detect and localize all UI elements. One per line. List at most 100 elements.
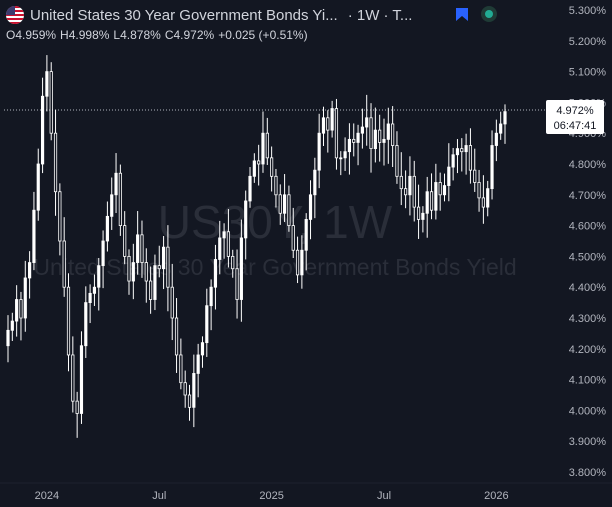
- candle-body: [19, 299, 23, 319]
- candle-body: [222, 231, 226, 239]
- symbol-title[interactable]: United States 30 Year Government Bonds Y…: [30, 6, 338, 24]
- candle-body: [408, 175, 412, 196]
- bookmark-icon[interactable]: [455, 7, 469, 22]
- y-tick-label: 4.300%: [569, 313, 607, 325]
- candle-body: [373, 129, 377, 149]
- candle-body: [399, 175, 403, 190]
- candle-body: [97, 265, 101, 288]
- us-flag-icon: [6, 6, 24, 24]
- candle-body: [231, 255, 235, 270]
- candle-body: [455, 148, 460, 156]
- candle-body: [434, 182, 438, 211]
- candle-body: [179, 354, 183, 384]
- time-axis[interactable]: 2024 Jul 2025 Jul 2026: [0, 482, 612, 502]
- watermark-ticker: US30Y, 1W: [158, 196, 393, 248]
- candle-body: [66, 286, 71, 356]
- candle-body: [49, 71, 53, 134]
- close-value: 4.972%: [173, 28, 215, 42]
- x-tick-label: 2024: [35, 490, 59, 502]
- candle-body: [481, 197, 485, 208]
- interval-label[interactable]: · 1W · T...: [347, 6, 413, 24]
- y-tick-label: 3.900%: [569, 436, 607, 448]
- candle-body: [23, 277, 27, 319]
- candle-body: [239, 237, 243, 300]
- last-price-tag: 4.972% 06:47:41: [546, 100, 604, 134]
- candle-body: [304, 219, 308, 251]
- candle-body: [490, 145, 494, 190]
- candle-body: [136, 234, 140, 263]
- open-value: 4.959%: [15, 28, 57, 42]
- candle-body: [131, 262, 135, 282]
- candle-body: [451, 154, 455, 168]
- candle-body: [123, 225, 127, 257]
- candle-body: [209, 286, 213, 307]
- y-tick-label: 5.100%: [569, 67, 607, 79]
- candle-body: [71, 354, 75, 402]
- candle-body: [283, 194, 287, 214]
- y-tick-label: 4.800%: [569, 159, 607, 171]
- candle-body: [53, 132, 58, 193]
- candle-body: [278, 194, 282, 214]
- high-value: 4.998%: [68, 28, 110, 42]
- y-tick-label: 4.200%: [569, 344, 607, 356]
- candle-body: [416, 206, 421, 220]
- watermark-name: United States 30 Year Government Bonds Y…: [33, 254, 516, 280]
- candle-body: [382, 138, 386, 143]
- candle-body: [442, 185, 447, 196]
- candle-body: [192, 373, 196, 408]
- candle-body: [356, 132, 360, 143]
- candle-body: [32, 209, 36, 263]
- candle-body: [447, 166, 451, 186]
- candle-body: [321, 117, 326, 134]
- candle-body: [486, 188, 490, 208]
- candle-body: [170, 286, 174, 319]
- change-value: +0.025 (+0.51%): [218, 28, 308, 42]
- candle-body: [270, 157, 274, 177]
- candle-body: [257, 160, 261, 165]
- candle-body: [58, 191, 62, 242]
- candle-body: [218, 237, 222, 260]
- symbol-header[interactable]: United States 30 Year Government Bonds Y…: [6, 4, 412, 26]
- x-tick-label: Jul: [152, 490, 166, 502]
- candle-body: [468, 145, 473, 171]
- candle-body: [45, 71, 49, 97]
- candle-body: [79, 345, 84, 414]
- candle-body: [339, 157, 343, 160]
- candle-body: [308, 194, 313, 220]
- candle-body: [92, 286, 97, 294]
- candle-body: [473, 169, 477, 183]
- candle-body: [10, 320, 14, 331]
- candle-body: [183, 382, 187, 396]
- x-tick-label: 2025: [259, 490, 283, 502]
- candle-body: [15, 299, 19, 322]
- candle-body: [425, 191, 429, 214]
- candle-body: [62, 240, 66, 288]
- candle-body: [287, 194, 291, 227]
- ohlc-legend: O4.959% H4.998% L4.878% C4.972% +0.025 (…: [6, 28, 308, 42]
- candle-body: [477, 182, 481, 199]
- candle-body: [161, 246, 166, 270]
- candle-body: [200, 342, 205, 356]
- candle-body: [36, 163, 40, 211]
- candle-body: [317, 132, 321, 171]
- candle-body: [352, 138, 356, 143]
- candle-body: [343, 151, 347, 159]
- candle-body: [503, 111, 507, 125]
- candle-body: [369, 117, 373, 150]
- low-value: 4.878%: [120, 28, 161, 42]
- open-label: O: [6, 28, 16, 42]
- candle-body: [157, 265, 161, 270]
- y-tick-label: 4.700%: [569, 190, 607, 202]
- candle-body: [140, 234, 144, 263]
- price-axis[interactable]: 5.300%5.200%5.100%5.000%4.900%4.800%4.70…: [569, 5, 607, 479]
- y-tick-label: 4.600%: [569, 221, 607, 233]
- countdown-timer: 06:47:41: [554, 120, 597, 132]
- candle-body: [235, 268, 239, 300]
- y-tick-label: 4.100%: [569, 375, 607, 387]
- candle-body: [40, 95, 45, 165]
- candle-body: [127, 255, 131, 282]
- candle-body: [226, 231, 230, 257]
- y-tick-label: 4.500%: [569, 251, 607, 263]
- candle-body: [494, 132, 498, 146]
